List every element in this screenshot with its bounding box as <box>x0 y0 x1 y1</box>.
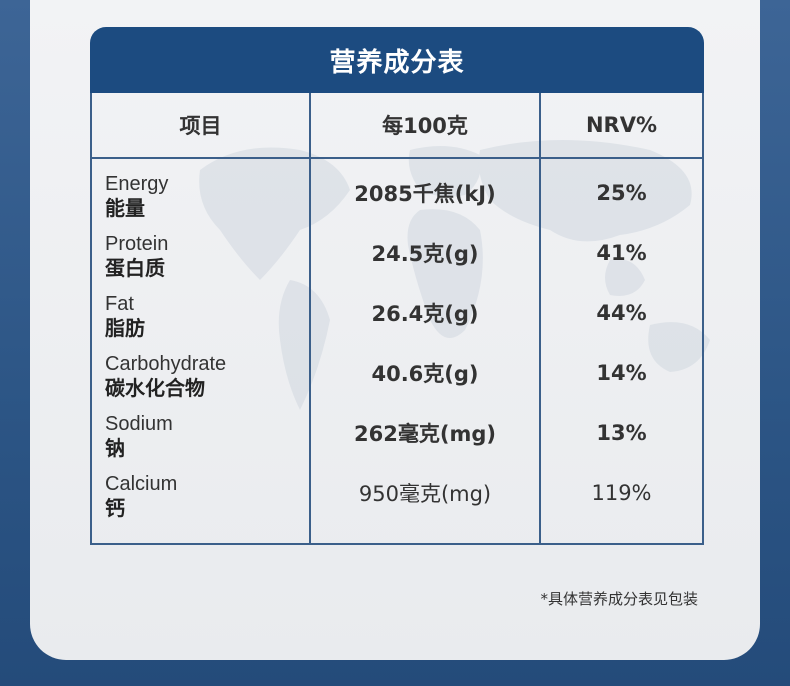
table-grid: 项目 每100克 NRV% Energy 能量 2085千焦(kJ) 25% P… <box>90 93 704 545</box>
world-map-watermark <box>199 140 710 410</box>
nutrient-name-en: Energy <box>105 173 169 195</box>
header-item: 项目 <box>179 114 222 138</box>
table-row-sodium: Sodium 钠 262毫克(mg) 13% <box>92 403 702 463</box>
nutrition-card: 营养成分表 项目 每100克 NRV% Energy 能量 2085千焦(kJ)… <box>30 0 760 660</box>
table-row-fat: Fat 脂肪 26.4克(g) 44% <box>92 283 702 343</box>
table-row-energy: Energy 能量 2085千焦(kJ) 25% <box>92 163 702 223</box>
amount-per-100g: 262毫克(mg) <box>354 422 496 446</box>
nutrient-name-en: Carbohydrate <box>105 353 227 375</box>
amount-per-100g: 24.5克(g) <box>371 242 479 266</box>
header-divider <box>92 157 702 159</box>
column-divider <box>539 93 541 543</box>
footnote: *具体营养成分表见包装 <box>540 590 698 608</box>
nutrient-name-zh: 能量 <box>105 196 145 220</box>
nutrient-name-en: Protein <box>105 233 169 255</box>
nrv-percent: 41% <box>596 241 647 265</box>
table-title: 营养成分表 <box>90 27 704 93</box>
amount-per-100g: 2085千焦(kJ) <box>354 182 496 206</box>
amount-per-100g: 950毫克(mg) <box>358 482 492 506</box>
nrv-percent: 44% <box>596 301 647 325</box>
nutrient-name-en: Sodium <box>105 413 173 435</box>
nutrient-name-en: Fat <box>105 293 134 315</box>
table-row-carbohydrate: Carbohydrate 碳水化合物 40.6克(g) 14% <box>92 343 702 403</box>
header-per-100g: 每100克 <box>382 114 468 138</box>
column-divider <box>309 93 311 543</box>
nrv-percent: 14% <box>596 361 647 385</box>
nrv-percent: 25% <box>596 181 647 205</box>
nutrient-name-zh: 脂肪 <box>105 316 145 340</box>
nrv-percent: 13% <box>596 421 647 445</box>
nutrition-table: 营养成分表 项目 每100克 NRV% Energy 能量 2085千焦(kJ)… <box>90 27 704 545</box>
nutrient-name-zh: 钙 <box>105 496 125 520</box>
nutrient-name-zh: 钠 <box>105 436 125 460</box>
amount-per-100g: 40.6克(g) <box>371 362 479 386</box>
nrv-percent: 119% <box>591 481 652 505</box>
table-row-protein: Protein 蛋白质 24.5克(g) 41% <box>92 223 702 283</box>
header-nrv: NRV% <box>585 113 658 137</box>
nutrient-name-zh: 蛋白质 <box>105 256 165 280</box>
nutrient-name-en: Calcium <box>105 473 178 495</box>
nutrient-name-zh: 碳水化合物 <box>105 376 205 400</box>
amount-per-100g: 26.4克(g) <box>371 302 479 326</box>
table-row-calcium: Calcium 钙 950毫克(mg) 119% <box>92 463 702 523</box>
